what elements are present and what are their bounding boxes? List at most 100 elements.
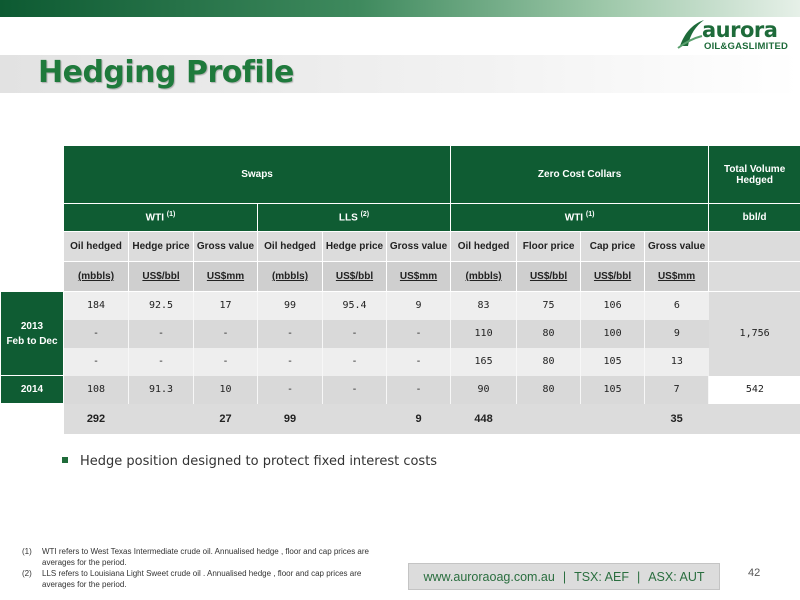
sum-cell: 27 [193,403,258,434]
lls-header: LLS (2) [256,203,452,232]
table-row: - - - - - - 110 80 100 9 [1,319,800,348]
row-label-2014: 2014 [0,375,64,404]
cell: - [257,375,323,404]
unit-header: (mbbls) [63,261,129,292]
cell: - [63,319,129,348]
corner-cell [0,145,64,204]
cell: - [128,347,194,376]
row-label-2013: 2013 Feb to Dec [0,291,64,376]
sum-cell [580,403,645,434]
cell: 83 [450,291,517,320]
cell: 105 [580,375,645,404]
cell: - [385,347,451,376]
cell: - [63,347,129,376]
cell: 17 [193,291,258,320]
cell: 80 [516,319,581,348]
logo-subtitle: OIL&GASLIMITED [704,41,789,52]
unit-header: US$/bbl [580,261,646,292]
unit-header: US$/bbl [128,261,194,292]
footnote: (1) WTI refers to West Texas Intermediate… [22,547,369,567]
footnotes: (1) WTI refers to West Texas Intermediate… [22,546,392,590]
website-link[interactable]: www.auroraoag.com.au [423,569,555,584]
sum-cell: 99 [257,403,323,434]
cell: 99 [257,291,323,320]
cell: - [193,319,258,348]
footnote: (2) LLS refers to Louisiana Light Sweet c… [22,569,362,589]
swaps-header: Swaps [62,145,452,204]
footer-contact-box: www.auroraoag.com.au | TSX: AEF | ASX: A… [408,563,720,590]
cell: 92.5 [128,291,194,320]
col-header: Oil hedged [450,231,518,262]
cell: 90 [450,375,517,404]
zcc-header: Zero Cost Collars [450,145,710,204]
hedging-table: Swaps Zero Cost Collars Total Volume Hed… [0,145,800,434]
tsx-ticker: TSX: AEF [574,569,629,584]
bullet-point: Hedge position designed to protect fixed… [62,454,437,469]
cell: - [385,319,451,348]
cell: 105 [580,347,645,376]
cell: - [322,375,387,404]
sum-cell: 292 [63,403,129,434]
cell: 13 [644,347,709,376]
col-header: Gross value [385,231,452,262]
cell: 7 [644,375,709,404]
cell: 10 [193,375,258,404]
table-row: 2013 Feb to Dec 184 92.5 17 99 95.4 9 83 … [0,291,800,376]
sum-cell [322,403,387,434]
wti-swaps-header: WTI (1) [63,203,258,232]
cell: - [257,319,323,348]
asx-ticker: ASX: AUT [648,569,705,584]
cell: 9 [385,291,451,320]
bbl-d-header: bbl/d [708,203,800,232]
bullet-square-icon [62,457,68,463]
sum-cell [516,403,581,434]
unit-header: US$mm [385,261,452,292]
col-header: Gross value [193,231,258,262]
cell: 108 [63,375,129,404]
col-header: Hedge price [322,231,387,262]
cell: 165 [450,347,517,376]
top-gradient-bar [0,0,800,17]
unit-header: US$/bbl [322,261,387,292]
cell: 9 [644,319,709,348]
total-volume-header: Total Volume Hedged [708,145,800,204]
col-header: Oil hedged [257,231,323,262]
unit-header: US$mm [193,261,258,292]
totals-row: 292 27 99 9 448 35 [0,403,800,434]
unit-header: US$/bbl [516,261,582,292]
table-row: - - - - - - 165 80 105 13 [1,347,800,376]
cell: 80 [516,375,581,404]
cell: 6 [644,291,709,320]
aurora-swoosh-icon [677,20,704,49]
col-header: Gross value [644,231,710,262]
cell: 75 [516,291,581,320]
page-number: 42 [748,567,761,579]
sum-cell: 35 [644,403,709,434]
cell: 110 [450,319,517,348]
col-header: Cap price [580,231,646,262]
logo-wordmark: aurora [702,18,778,42]
cell: - [322,347,387,376]
cell: 91.3 [128,375,194,404]
cell: - [128,319,194,348]
total-2014: 542 [708,375,800,404]
unit-header: (mbbls) [257,261,323,292]
wti-zcc-header: WTI (1) [450,203,710,232]
title-band [0,55,800,93]
cell: 184 [63,291,129,320]
unit-header: (mbbls) [450,261,518,292]
sum-cell: 9 [386,403,451,434]
total-2013: 1,756 [708,291,800,376]
cell: - [257,347,323,376]
col-header: Oil hedged [63,231,129,262]
cell: 106 [580,291,645,320]
company-logo: aurora OIL&GASLIMITED [676,18,796,54]
cell: 95.4 [322,291,387,320]
table-row: 2014 108 91.3 10 - - - 90 80 105 7 542 [0,375,800,404]
sum-cell [128,403,194,434]
cell: 100 [580,319,645,348]
cell: - [193,347,258,376]
cell: 80 [516,347,581,376]
cell: - [385,375,451,404]
cell: - [322,319,387,348]
